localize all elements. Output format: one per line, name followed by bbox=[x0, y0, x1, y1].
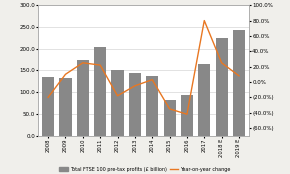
Bar bbox=[181, 95, 193, 136]
Bar bbox=[59, 78, 72, 136]
Bar bbox=[42, 77, 54, 136]
Bar bbox=[111, 70, 124, 136]
Bar bbox=[198, 64, 210, 136]
Legend: Total FTSE 100 pre-tax profits (£ billion), Year-on-year change: Total FTSE 100 pre-tax profits (£ billio… bbox=[59, 167, 231, 172]
Bar bbox=[146, 76, 158, 136]
Bar bbox=[164, 100, 176, 136]
Bar bbox=[129, 73, 141, 136]
Bar bbox=[77, 61, 89, 136]
Bar bbox=[94, 46, 106, 136]
Bar bbox=[215, 38, 228, 136]
Bar bbox=[233, 30, 245, 136]
